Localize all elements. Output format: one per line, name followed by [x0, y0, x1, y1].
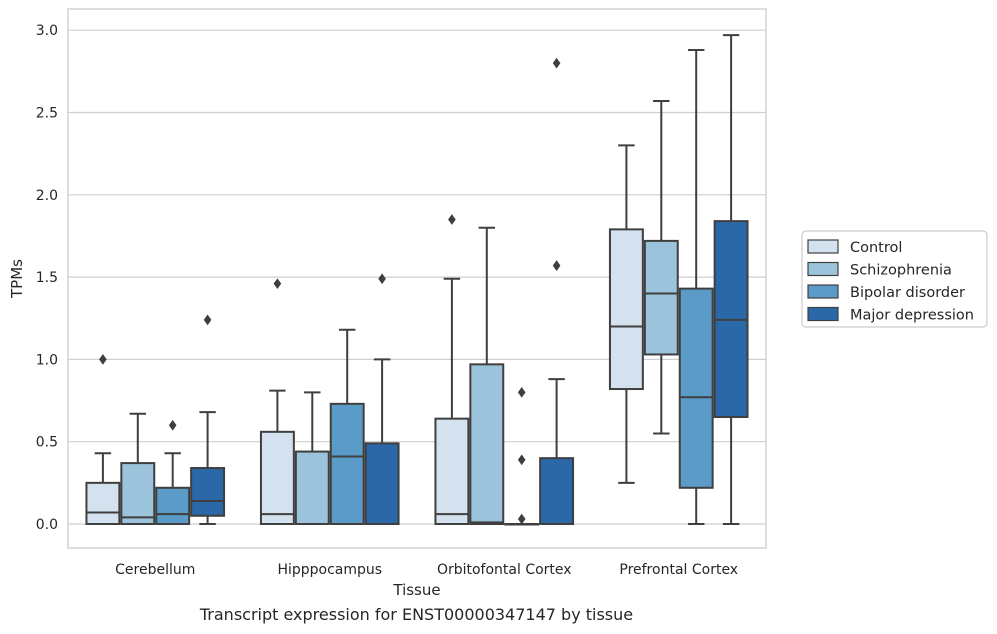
box-body	[259, 430, 295, 526]
box-schizophrenia	[469, 226, 505, 526]
box-body	[155, 486, 191, 525]
box-body	[539, 457, 575, 525]
outlier-point	[168, 419, 177, 431]
box-body	[294, 450, 330, 525]
outlier-point	[99, 354, 107, 365]
box-major-depression	[190, 314, 226, 525]
box-body	[643, 239, 679, 356]
box-bipolar-disorder	[504, 386, 540, 526]
box-schizophrenia	[294, 391, 330, 525]
box-major-depression	[364, 273, 400, 526]
box-control	[259, 278, 295, 526]
legend: Control Schizophrenia Bipolar disorder Majo…	[801, 230, 988, 328]
y-axis-label: TPMs	[8, 259, 26, 299]
plot-frame	[67, 8, 767, 549]
legend-frame	[801, 230, 988, 328]
y-tick-label: 0.0	[36, 517, 58, 533]
legend-label: Schizophrenia	[850, 263, 952, 279]
outlier-point	[448, 214, 456, 225]
y-tick-label: 1.0	[36, 352, 58, 368]
box-body	[190, 467, 226, 517]
box-control	[608, 144, 644, 484]
box-body	[678, 287, 714, 489]
legend-swatch	[807, 284, 839, 299]
legend-swatch	[807, 239, 839, 254]
x-tick-label: Orbitofontal Cortex	[437, 562, 572, 578]
outlier-point	[552, 260, 561, 271]
x-axis-label: Tissue	[392, 581, 440, 599]
y-tick-label: 1.5	[36, 270, 58, 286]
box-body	[364, 442, 400, 526]
outlier-point	[203, 314, 212, 326]
box-bipolar-disorder	[329, 328, 365, 526]
x-tick-label: Hipppocampus	[277, 562, 382, 578]
outlier-point	[552, 57, 561, 69]
outlier-point	[517, 513, 526, 525]
box-body	[469, 363, 505, 526]
box-body	[85, 481, 121, 526]
box-bipolar-disorder	[678, 48, 714, 525]
legend-label: Major depression	[850, 308, 974, 324]
legend-label: Bipolar disorder	[850, 285, 965, 301]
box-body	[434, 417, 470, 526]
outlier-point	[378, 273, 386, 285]
box-body	[120, 462, 156, 525]
legend-label: Control	[850, 240, 902, 256]
box-schizophrenia	[120, 412, 156, 525]
box-control	[434, 214, 470, 526]
box-major-depression	[539, 57, 575, 525]
x-tick-label: Prefrontal Cortex	[619, 562, 738, 578]
legend-swatch	[807, 306, 839, 322]
box-body	[329, 402, 365, 526]
outlier-point	[517, 454, 526, 466]
box-bipolar-disorder	[155, 419, 191, 525]
y-tick-label: 3.0	[36, 23, 58, 39]
y-tick-label: 2.0	[36, 188, 58, 204]
box-control	[85, 354, 121, 526]
x-tick-label: Cerebellum	[115, 562, 195, 578]
y-tick-label: 2.5	[36, 106, 58, 122]
y-tick-label: 0.5	[36, 435, 58, 451]
outlier-point	[273, 278, 282, 290]
box-schizophrenia	[643, 99, 679, 435]
box-major-depression	[713, 34, 749, 525]
legend-swatch	[807, 261, 839, 277]
outlier-point	[517, 386, 526, 398]
chart-caption: Transcript expression for ENST0000034714…	[199, 605, 634, 624]
box-body	[608, 228, 644, 391]
